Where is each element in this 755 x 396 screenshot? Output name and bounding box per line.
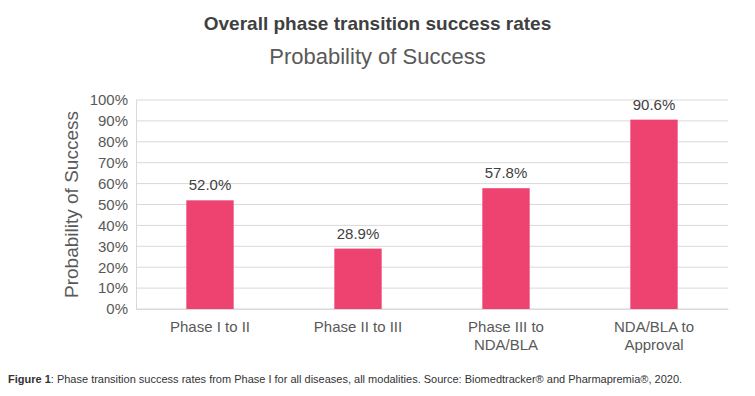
- y-tick-label: 0%: [106, 300, 128, 317]
- y-tick-label: 30%: [98, 238, 128, 255]
- subtitle: Probability of Success: [269, 44, 485, 69]
- data-labels: 52.0% 28.9% 57.8% 90.6%: [189, 96, 676, 242]
- y-tick: 100%: [90, 91, 136, 108]
- x-tick: Phase I to II: [170, 309, 250, 335]
- y-tick-label: 80%: [98, 133, 128, 150]
- y-tick: 80%: [98, 133, 136, 150]
- y-axis-title: Probability of Success: [61, 111, 82, 298]
- x-tick-label: Phase III toNDA/BLA: [468, 318, 544, 353]
- y-tick: 40%: [98, 217, 136, 234]
- x-tick-label-line: Phase III to: [468, 318, 544, 335]
- y-tick: 0%: [106, 300, 136, 317]
- data-label: 52.0%: [189, 176, 232, 193]
- y-tick: 70%: [98, 154, 136, 171]
- data-label: 28.9%: [337, 225, 380, 242]
- y-tick-label: 60%: [98, 175, 128, 192]
- bar: [186, 200, 233, 309]
- caption-label: Figure 1: [8, 373, 51, 385]
- bar: [482, 188, 529, 309]
- y-tick: 20%: [98, 259, 136, 276]
- y-tick: 10%: [98, 279, 136, 296]
- caption-text: : Phase transition success rates from Ph…: [51, 373, 682, 385]
- y-tick-label: 100%: [90, 91, 128, 108]
- y-tick: 60%: [98, 175, 136, 192]
- y-tick-label: 90%: [98, 112, 128, 129]
- plot-area: 0% 10% 20% 30% 40% 50% 60% 70% 80% 90% 100% Phase I…: [90, 91, 729, 352]
- x-tick-label: Phase I to II: [170, 318, 250, 335]
- y-tick: 50%: [98, 196, 136, 213]
- x-tick-label-line: Phase I to II: [170, 318, 250, 335]
- x-tick-label-line: NDA/BLA: [474, 336, 538, 353]
- bar: [630, 120, 677, 309]
- y-tick: 90%: [98, 112, 136, 129]
- x-tick: Phase III toNDA/BLA: [468, 309, 544, 353]
- y-tick-label: 50%: [98, 196, 128, 213]
- data-label: 57.8%: [485, 164, 528, 181]
- y-axis: 0% 10% 20% 30% 40% 50% 60% 70% 80% 90% 100%: [90, 91, 137, 317]
- y-tick-label: 40%: [98, 217, 128, 234]
- x-axis: Phase I to II Phase II to III Phase III to…: [137, 309, 729, 353]
- bars: [186, 120, 677, 309]
- chart: Overall phase transition success rates Pr…: [0, 0, 755, 396]
- x-axis-line: [137, 309, 729, 310]
- x-tick-label-line: Approval: [624, 336, 683, 353]
- x-tick: Phase II to III: [314, 309, 402, 335]
- caption: Figure 1: Phase transition success rates…: [8, 373, 682, 385]
- y-tick-label: 10%: [98, 279, 128, 296]
- x-tick-label-line: NDA/BLA to: [614, 318, 694, 335]
- y-axis-line: [136, 101, 137, 310]
- x-tick-label: NDA/BLA toApproval: [614, 318, 694, 353]
- title: Overall phase transition success rates: [204, 13, 551, 34]
- x-tick-label: Phase II to III: [314, 318, 402, 335]
- x-tick: NDA/BLA toApproval: [614, 309, 694, 353]
- y-tick-label: 20%: [98, 259, 128, 276]
- y-tick-label: 70%: [98, 154, 128, 171]
- y-tick: 30%: [98, 238, 136, 255]
- x-tick-label-line: Phase II to III: [314, 318, 402, 335]
- grid: [136, 100, 728, 309]
- bar: [334, 249, 381, 309]
- data-label: 90.6%: [633, 96, 676, 113]
